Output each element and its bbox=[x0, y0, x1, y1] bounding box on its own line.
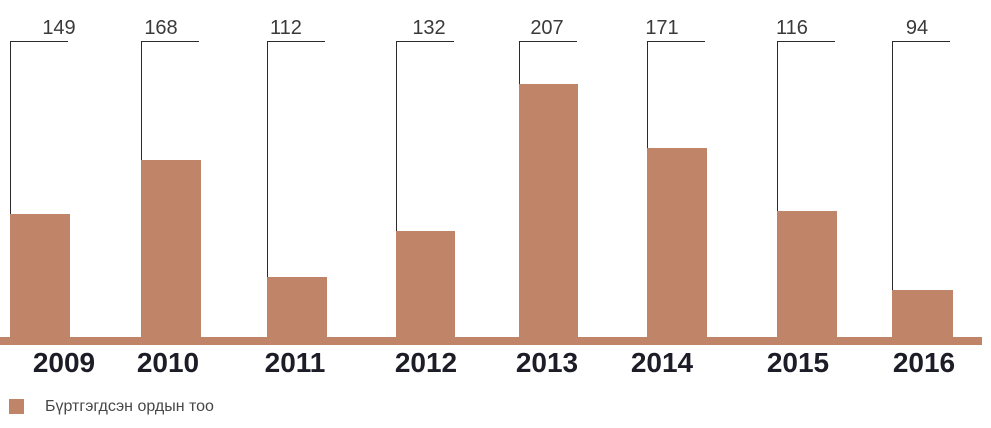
value-label-2011: 112 bbox=[270, 17, 302, 39]
year-label-2013: 2013 bbox=[515, 347, 579, 378]
callout-hline-2010 bbox=[141, 41, 199, 42]
year-label-2010: 2010 bbox=[136, 347, 200, 378]
bar-2009 bbox=[10, 214, 70, 337]
callout-hline-2009 bbox=[10, 41, 68, 42]
year-label-2012: 2012 bbox=[394, 347, 458, 378]
callout-vline-2009 bbox=[10, 42, 11, 337]
bar-2015 bbox=[777, 211, 837, 337]
callout-hline-2012 bbox=[396, 41, 454, 42]
legend-label: Бүртгэгдсэн ордын тоо bbox=[45, 398, 214, 415]
bar-2013 bbox=[519, 84, 578, 337]
callout-hline-2016 bbox=[892, 41, 950, 42]
value-label-2016: 94 bbox=[905, 17, 929, 39]
callout-vline-2011 bbox=[267, 42, 268, 337]
value-label-2010: 168 bbox=[144, 17, 178, 39]
year-label-2015: 2015 bbox=[766, 347, 830, 378]
bar-2011 bbox=[267, 277, 327, 337]
value-label-2013: 207 bbox=[530, 17, 564, 39]
value-label-2012: 132 bbox=[412, 17, 446, 39]
year-label-2016: 2016 bbox=[892, 347, 956, 378]
baseline-band bbox=[0, 337, 982, 345]
callout-hline-2011 bbox=[267, 41, 325, 42]
callout-hline-2015 bbox=[777, 41, 835, 42]
bar-2012 bbox=[396, 231, 455, 337]
callout-vline-2012 bbox=[396, 42, 397, 337]
bar-2014 bbox=[647, 148, 707, 337]
year-label-2009: 2009 bbox=[32, 347, 96, 378]
callout-hline-2014 bbox=[647, 41, 705, 42]
value-label-2015: 116 bbox=[776, 17, 808, 39]
callout-vline-2016 bbox=[892, 42, 893, 337]
value-label-2009: 149 bbox=[42, 17, 76, 39]
legend-swatch-icon bbox=[9, 399, 24, 414]
bar-2016 bbox=[892, 290, 953, 337]
bar-2010 bbox=[141, 160, 201, 337]
year-label-2011: 2011 bbox=[264, 347, 326, 378]
year-label-2014: 2014 bbox=[630, 347, 694, 378]
value-label-2014: 171 bbox=[645, 17, 679, 39]
callout-hline-2013 bbox=[519, 41, 577, 42]
callout-vline-2015 bbox=[777, 42, 778, 337]
